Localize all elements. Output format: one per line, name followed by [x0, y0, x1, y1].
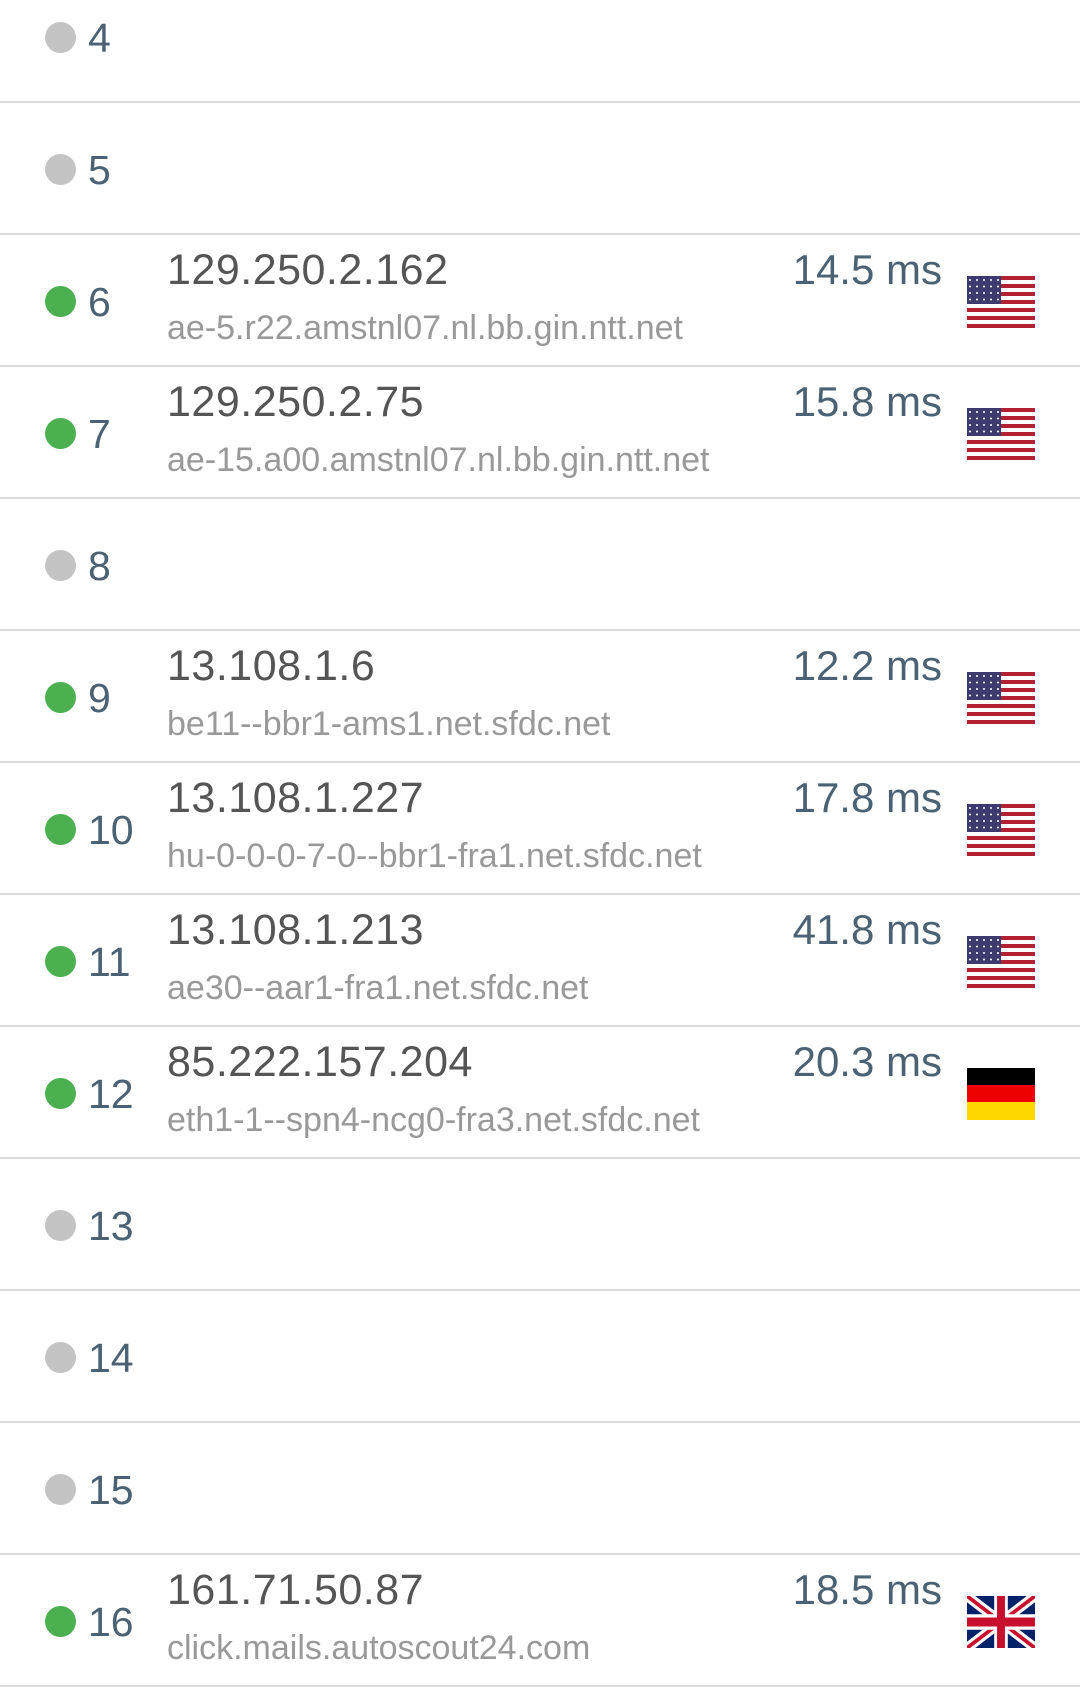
hop-ip: 13.108.1.227: [167, 774, 425, 822]
status-dot-icon: [45, 1474, 76, 1505]
status-dot-icon: [45, 418, 76, 449]
hop-number: 12: [88, 1071, 134, 1117]
hop-row[interactable]: 15: [0, 1423, 1080, 1555]
hop-hostname: ae30--aar1-fra1.net.sfdc.net: [167, 969, 589, 1007]
flag-us-icon: [967, 408, 1035, 460]
hop-hostname: ae-15.a00.amstnl07.nl.bb.gin.ntt.net: [167, 441, 710, 479]
status-dot-icon: [45, 154, 76, 185]
hop-hostname: be11--bbr1-ams1.net.sfdc.net: [167, 705, 611, 743]
flag-de-icon: [967, 1068, 1035, 1120]
status-dot-icon: [45, 1342, 76, 1373]
hop-number: 14: [88, 1335, 134, 1381]
flag-us-icon: [967, 936, 1035, 988]
status-dot-icon: [45, 550, 76, 581]
flag-us-icon: [967, 276, 1035, 328]
status-dot-icon: [45, 682, 76, 713]
hop-hostname: click.mails.autoscout24.com: [167, 1629, 591, 1667]
hop-latency: 14.5 ms: [792, 246, 942, 293]
hop-number: 7: [88, 411, 111, 457]
hop-number: 8: [88, 543, 111, 589]
hop-latency: 12.2 ms: [792, 642, 942, 689]
hop-ip: 129.250.2.75: [167, 378, 425, 426]
hop-number: 4: [88, 15, 111, 61]
hop-ip: 85.222.157.204: [167, 1038, 473, 1086]
flag-us-icon: [967, 804, 1035, 856]
hop-latency: 17.8 ms: [792, 774, 942, 821]
status-dot-icon: [45, 814, 76, 845]
status-dot-icon: [45, 1606, 76, 1637]
hop-ip: 129.250.2.162: [167, 246, 449, 294]
status-dot-icon: [45, 1078, 76, 1109]
hop-row[interactable]: 4: [0, 0, 1080, 103]
hop-number: 13: [88, 1203, 134, 1249]
hop-number: 11: [88, 939, 131, 985]
hop-row[interactable]: 11 13.108.1.213 ae30--aar1-fra1.net.sfdc.…: [0, 895, 1080, 1027]
hop-latency: 20.3 ms: [792, 1038, 942, 1085]
hop-row[interactable]: 8: [0, 499, 1080, 631]
hop-number: 9: [88, 675, 111, 721]
flag-us-icon: [967, 672, 1035, 724]
hop-row[interactable]: 9 13.108.1.6 be11--bbr1-ams1.net.sfdc.net…: [0, 631, 1080, 763]
status-dot-icon: [45, 22, 76, 53]
flag-gb-icon: [964, 1591, 1038, 1653]
hop-number: 5: [88, 147, 111, 193]
hop-row[interactable]: 6 129.250.2.162 ae-5.r22.amstnl07.nl.bb.g…: [0, 235, 1080, 367]
hop-row[interactable]: 14: [0, 1291, 1080, 1423]
hop-row[interactable]: 13: [0, 1159, 1080, 1291]
hop-number: 10: [88, 807, 134, 853]
hop-latency: 15.8 ms: [792, 378, 942, 425]
hop-row[interactable]: 16 161.71.50.87 click.mails.autoscout24.c…: [0, 1555, 1080, 1687]
hop-hostname: ae-5.r22.amstnl07.nl.bb.gin.ntt.net: [167, 309, 683, 347]
hop-row[interactable]: 12 85.222.157.204 eth1-1--spn4-ncg0-fra3.…: [0, 1027, 1080, 1159]
hop-row[interactable]: 7 129.250.2.75 ae-15.a00.amstnl07.nl.bb.g…: [0, 367, 1080, 499]
status-dot-icon: [45, 286, 76, 317]
hop-hostname: eth1-1--spn4-ncg0-fra3.net.sfdc.net: [167, 1101, 700, 1139]
hop-latency: 18.5 ms: [792, 1566, 942, 1613]
hop-row[interactable]: 5: [0, 103, 1080, 235]
hop-number: 6: [88, 279, 111, 325]
hop-number: 16: [88, 1599, 134, 1645]
status-dot-icon: [45, 1210, 76, 1241]
hop-row[interactable]: 10 13.108.1.227 hu-0-0-0-7-0--bbr1-fra1.n…: [0, 763, 1080, 895]
hop-ip: 13.108.1.213: [167, 906, 425, 954]
hop-latency: 41.8 ms: [792, 906, 942, 953]
hop-number: 15: [88, 1467, 134, 1513]
hop-hostname: hu-0-0-0-7-0--bbr1-fra1.net.sfdc.net: [167, 837, 702, 875]
status-dot-icon: [45, 946, 76, 977]
hop-ip: 161.71.50.87: [167, 1566, 425, 1614]
hop-ip: 13.108.1.6: [167, 642, 376, 690]
